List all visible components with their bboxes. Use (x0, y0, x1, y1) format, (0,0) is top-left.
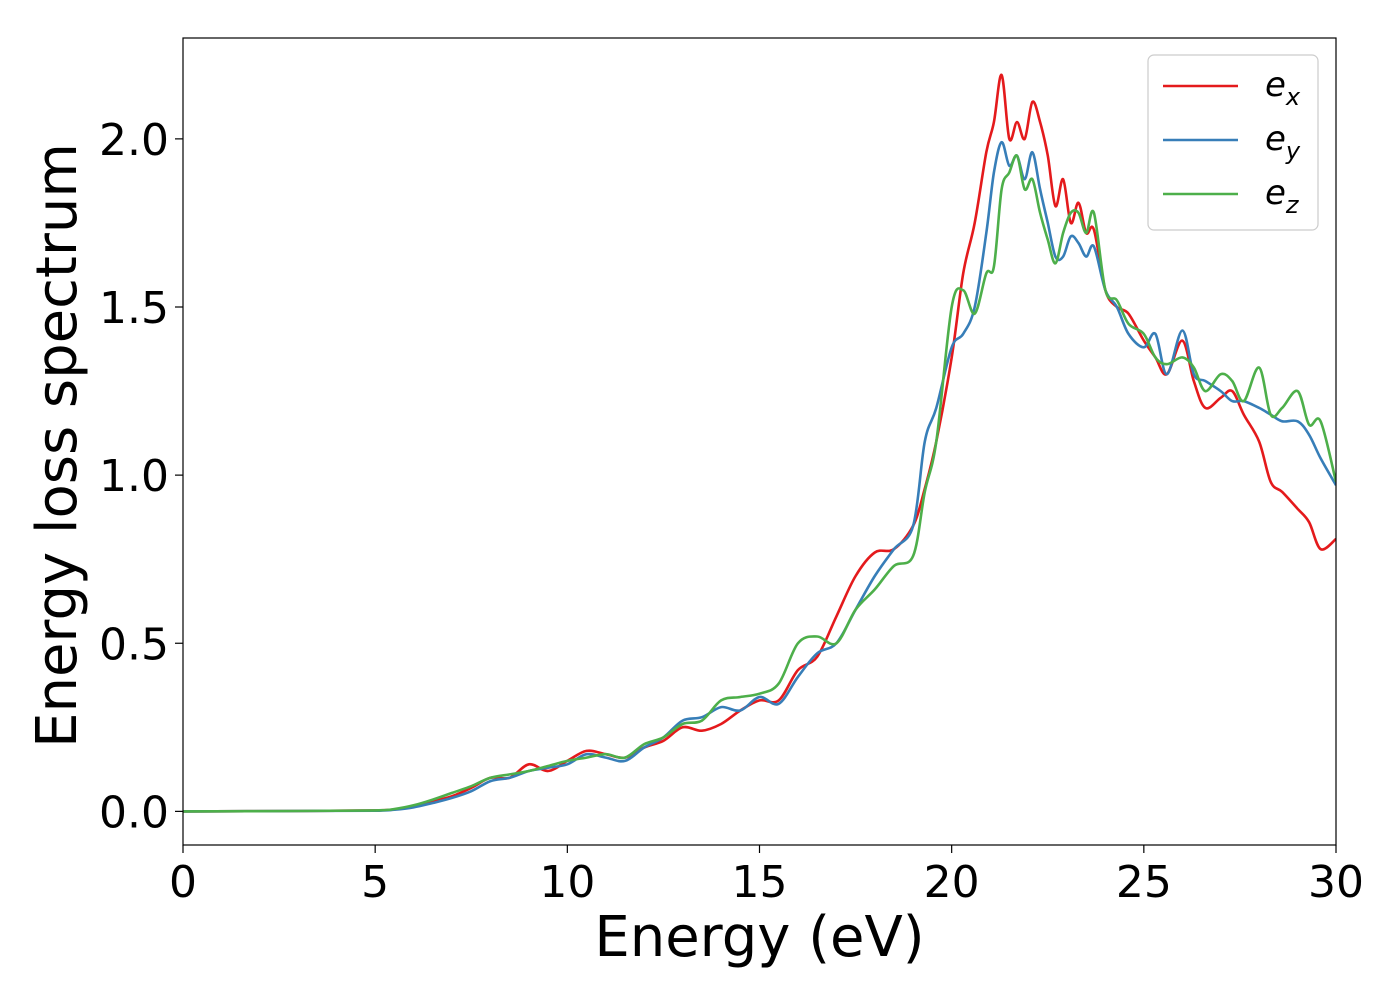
legend-entry-y: ey (1265, 119, 1301, 165)
x-axis-ticks: 0 5 10 15 20 25 30 (169, 845, 1364, 908)
x-tick-label: 30 (1308, 857, 1364, 908)
y-tick-label: 1.5 (99, 283, 169, 334)
y-axis-label: Energy loss spectrum (25, 143, 90, 748)
y-axis-ticks: 0.0 0.5 1.0 1.5 2.0 (99, 115, 183, 838)
x-tick-label: 5 (361, 857, 389, 908)
x-axis-label: Energy (eV) (594, 905, 924, 970)
y-tick-label: 0.0 (99, 787, 169, 838)
x-tick-label: 25 (1116, 857, 1172, 908)
legend-entry-z: ez (1265, 173, 1300, 219)
y-tick-label: 1.0 (99, 451, 169, 502)
x-tick-label: 0 (169, 857, 197, 908)
y-tick-label: 0.5 (99, 619, 169, 670)
series-line-y (183, 140, 1336, 813)
series-line-x (183, 73, 1336, 813)
x-tick-label: 20 (924, 857, 980, 908)
legend-box (1147, 54, 1319, 231)
legend: ex ey ez (1147, 54, 1319, 231)
x-tick-label: 10 (539, 857, 595, 908)
series-layer (183, 73, 1336, 813)
y-tick-label: 2.0 (99, 115, 169, 166)
x-tick-label: 15 (732, 857, 788, 908)
series-line-z (183, 154, 1336, 813)
legend-entry-x: ex (1265, 65, 1301, 111)
